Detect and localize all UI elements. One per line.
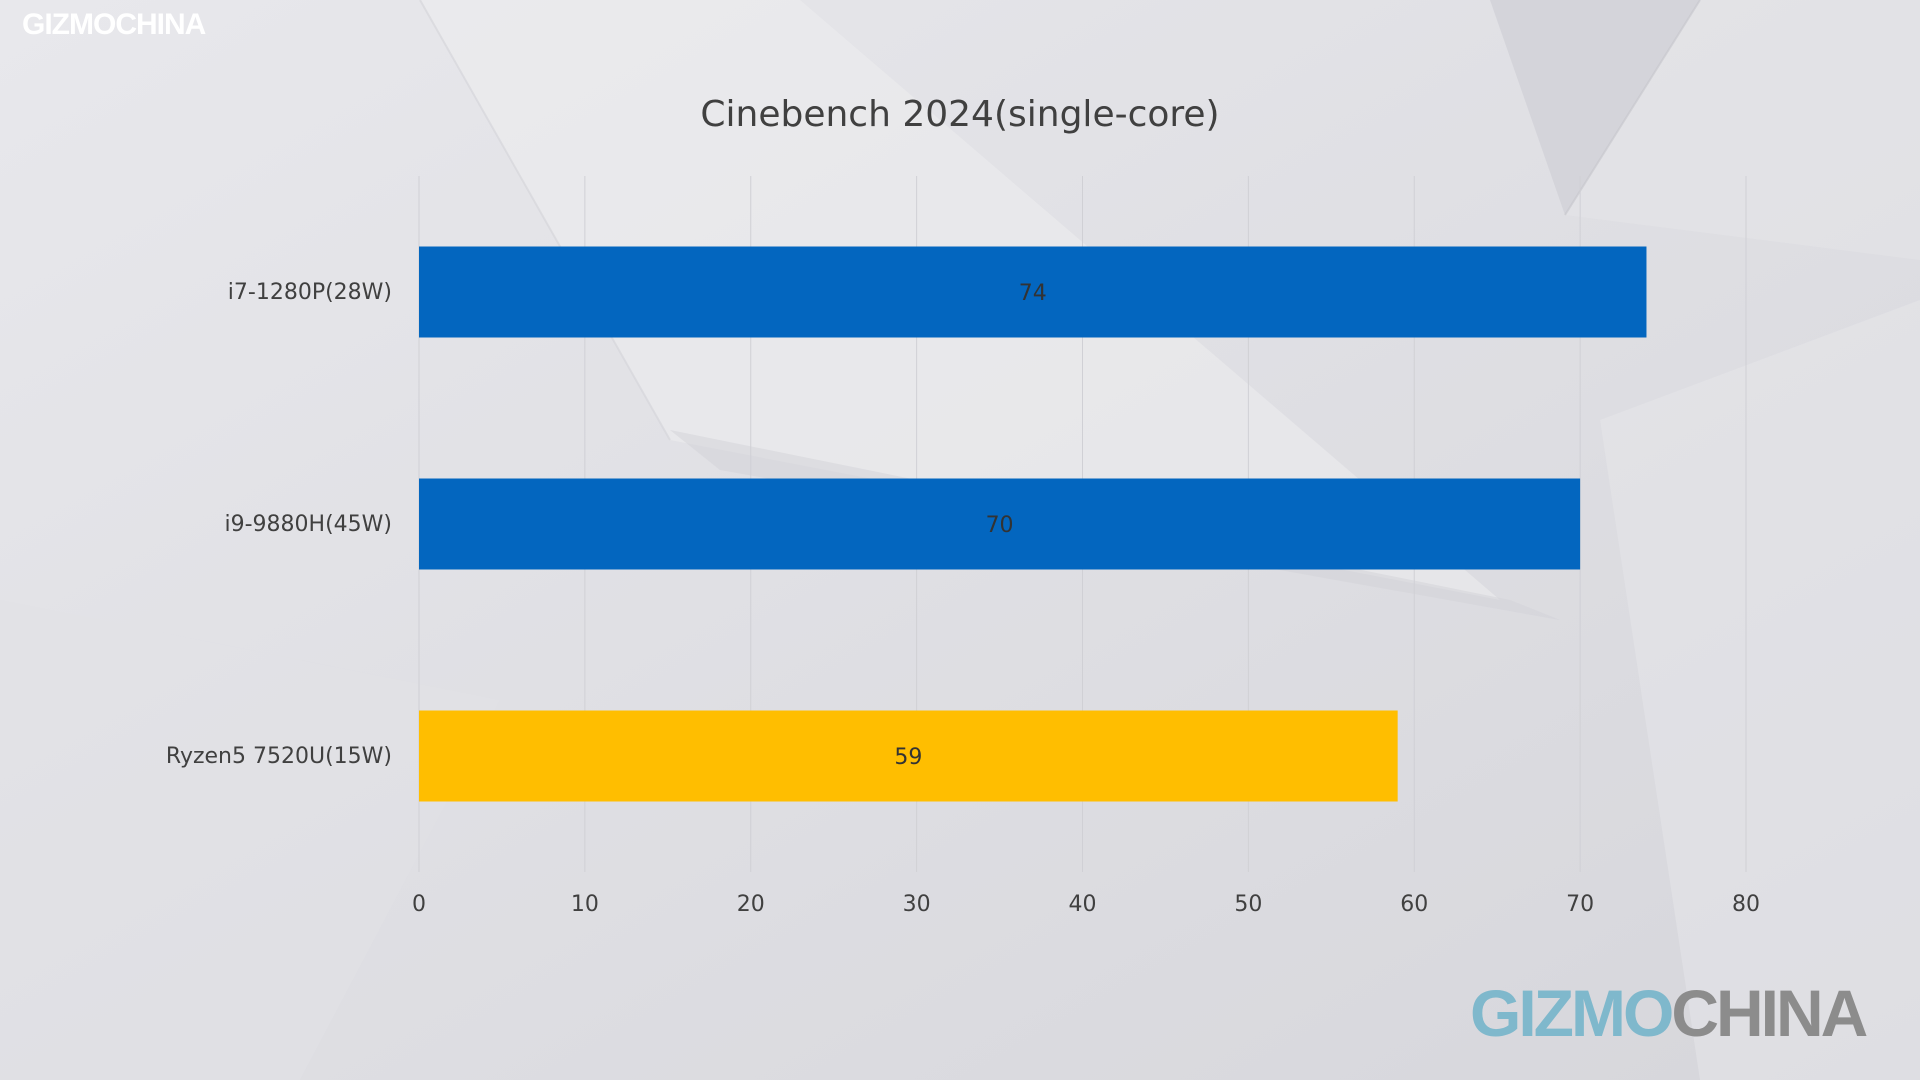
x-tick-label: 80 [1732, 892, 1760, 917]
gizmochina-logo-top: GIZMOCHINA [22, 8, 206, 41]
gizmochina-logo-bottom: GIZMOCHINA [1470, 975, 1868, 1051]
x-tick-label: 20 [737, 892, 765, 917]
x-tick-label: 10 [571, 892, 599, 917]
y-category-label: i7-1280P(28W) [228, 280, 392, 305]
data-label: 59 [894, 745, 922, 770]
y-category-label: Ryzen5 7520U(15W) [166, 744, 392, 769]
x-tick-label: 70 [1566, 892, 1594, 917]
logo-part-gizmo: GIZMO [1470, 976, 1674, 1050]
chart-title: Cinebench 2024(single-core) [700, 94, 1220, 135]
y-category-label: i9-9880H(45W) [225, 512, 393, 537]
x-tick-label: 30 [903, 892, 931, 917]
data-label: 74 [1019, 281, 1047, 306]
bar [419, 246, 1647, 338]
bar [419, 478, 1581, 570]
x-tick-label: 60 [1400, 892, 1428, 917]
x-tick-label: 0 [412, 892, 426, 917]
bar [419, 710, 1398, 802]
x-tick-label: 50 [1234, 892, 1262, 917]
data-label: 70 [986, 513, 1014, 538]
x-tick-label: 40 [1069, 892, 1097, 917]
logo-part-china: CHINA [1671, 976, 1868, 1050]
